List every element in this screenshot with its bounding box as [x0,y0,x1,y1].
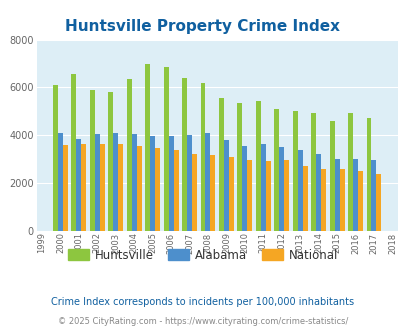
Bar [108,92,113,231]
Legend: Huntsville, Alabama, National: Huntsville, Alabama, National [63,244,342,266]
Bar [320,169,325,231]
Bar [205,133,210,231]
Bar [173,150,178,231]
Bar [297,150,302,231]
Bar [228,157,233,231]
Bar [145,63,150,231]
Bar [279,147,284,231]
Bar [131,134,136,231]
Bar [81,144,86,231]
Bar [237,103,242,231]
Text: Huntsville Property Crime Index: Huntsville Property Crime Index [65,19,340,34]
Text: © 2025 CityRating.com - https://www.cityrating.com/crime-statistics/: © 2025 CityRating.com - https://www.city… [58,317,347,326]
Bar [118,144,123,231]
Bar [357,171,362,231]
Bar [200,83,205,231]
Bar [150,137,155,231]
Bar [210,155,215,231]
Bar [192,154,196,231]
Bar [113,133,118,231]
Bar [95,134,100,231]
Bar [136,146,141,231]
Bar [187,135,192,231]
Bar [163,67,168,231]
Bar [90,90,95,231]
Bar [315,154,320,231]
Bar [247,160,252,231]
Bar [310,113,315,231]
Bar [302,166,307,231]
Bar [224,140,228,231]
Bar [100,144,104,231]
Bar [255,101,260,231]
Bar [371,160,375,231]
Bar [63,145,68,231]
Bar [53,85,58,231]
Bar [352,159,357,231]
Bar [260,144,265,231]
Bar [242,146,247,231]
Bar [168,137,173,231]
Bar [218,98,224,231]
Bar [265,161,270,231]
Bar [58,133,63,231]
Bar [292,112,297,231]
Text: Crime Index corresponds to incidents per 100,000 inhabitants: Crime Index corresponds to incidents per… [51,297,354,307]
Bar [339,169,344,231]
Bar [155,148,160,231]
Bar [334,159,339,231]
Bar [181,78,187,231]
Bar [76,139,81,231]
Bar [284,160,288,231]
Bar [126,79,131,231]
Bar [347,113,352,231]
Bar [366,118,371,231]
Bar [71,74,76,231]
Bar [375,174,381,231]
Bar [274,109,279,231]
Bar [329,121,334,231]
